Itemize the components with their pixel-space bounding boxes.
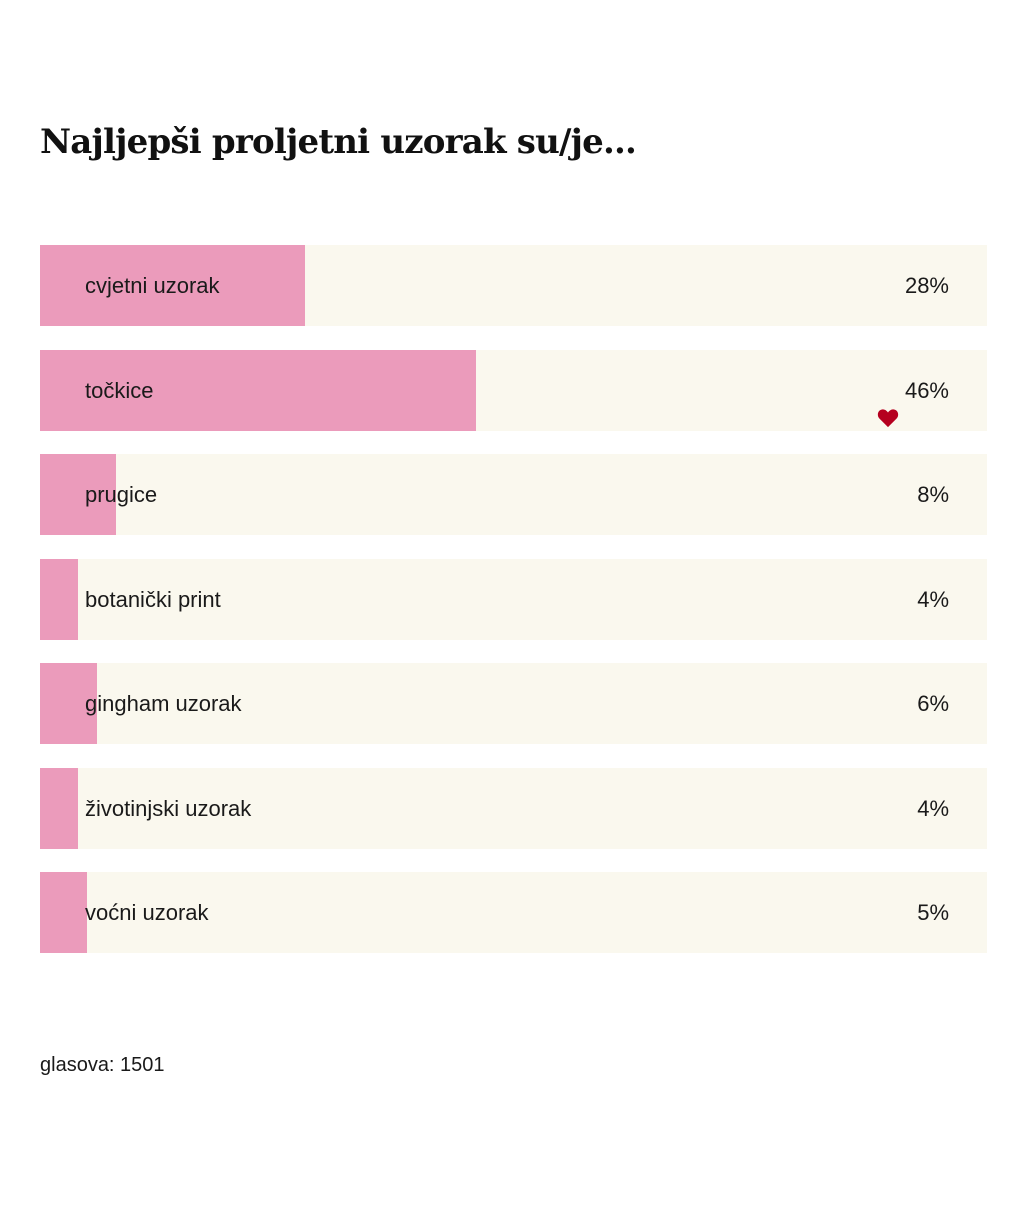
result-bar-fill xyxy=(40,245,306,326)
option-label: voćni uzorak xyxy=(85,900,209,925)
option-percent: 5% xyxy=(917,872,949,953)
option-label: prugice xyxy=(85,482,158,507)
poll-option[interactable]: botanički print 4% xyxy=(40,558,987,640)
result-bar-fill xyxy=(40,663,97,744)
option-percent: 46% xyxy=(877,350,949,431)
heart-icon xyxy=(877,380,899,428)
option-label: životinjski uzorak xyxy=(85,795,252,821)
result-bar-fill xyxy=(40,454,116,535)
option-label: botanički print xyxy=(85,586,221,612)
vote-count: glasova: 1501 xyxy=(40,1054,165,1076)
option-percent: 8% xyxy=(917,454,949,535)
percent-text: 28% xyxy=(904,273,949,298)
result-bar-fill xyxy=(40,558,78,640)
percent-text: 46% xyxy=(904,377,949,403)
result-bar-fill xyxy=(40,872,88,953)
option-percent: 28% xyxy=(905,245,949,326)
poll-option[interactable]: gingham uzorak 6% xyxy=(40,663,987,744)
option-percent: 4% xyxy=(917,559,949,640)
poll-title: Najljepši proljetni uzorak su/je... xyxy=(40,122,637,162)
option-label: cvjetni uzorak xyxy=(85,273,220,298)
percent-text: 5% xyxy=(917,900,949,925)
result-bar-fill xyxy=(40,767,78,849)
option-percent: 4% xyxy=(917,768,949,849)
option-label: točkice xyxy=(85,377,154,403)
option-percent: 6% xyxy=(917,663,949,744)
option-label: gingham uzorak xyxy=(85,691,242,716)
poll-option[interactable]: točkice 46% xyxy=(40,349,987,431)
percent-text: 4% xyxy=(917,586,949,612)
percent-text: 8% xyxy=(917,482,949,507)
poll-option[interactable]: voćni uzorak 5% xyxy=(40,872,987,953)
poll-option[interactable]: životinjski uzorak 4% xyxy=(40,767,987,849)
percent-text: 6% xyxy=(917,691,949,716)
result-bar-fill xyxy=(40,349,476,431)
poll-options: cvjetni uzorak 28% točkice 46% prugice 8… xyxy=(40,245,987,977)
poll-option[interactable]: cvjetni uzorak 28% xyxy=(40,245,987,326)
poll-option[interactable]: prugice 8% xyxy=(40,454,987,535)
percent-text: 4% xyxy=(917,795,949,821)
